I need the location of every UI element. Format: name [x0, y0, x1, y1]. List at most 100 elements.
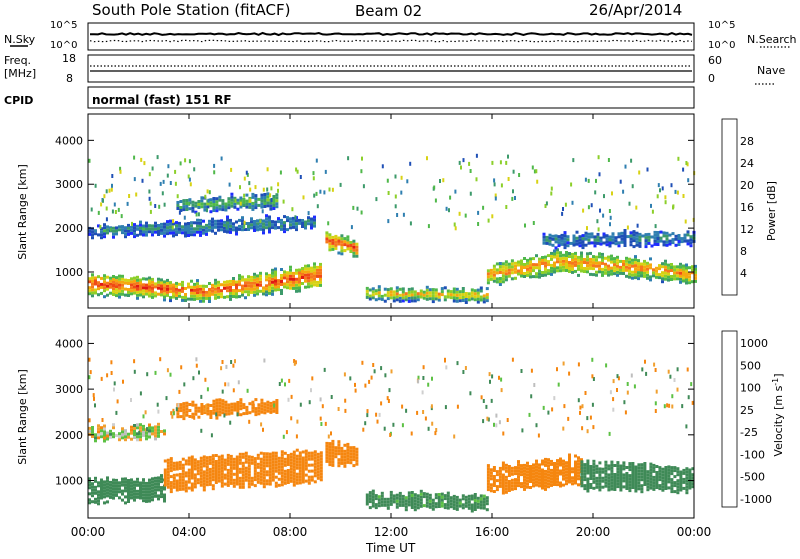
heatmap-cell [628, 269, 631, 273]
heatmap-cell [220, 478, 224, 482]
heatmap-cell [682, 270, 685, 274]
heatmap-cell [691, 473, 695, 477]
heatmap-cell [286, 286, 289, 290]
heatmap-cell [331, 235, 335, 239]
heatmap-cell [419, 495, 423, 499]
heatmap-cell [283, 451, 287, 455]
heatmap-cell [655, 483, 659, 486]
heatmap-cell [343, 452, 347, 456]
heatmap-speck [624, 410, 627, 415]
heatmap-cell [136, 278, 139, 282]
heatmap-cell [535, 474, 538, 478]
heatmap-cell [103, 274, 106, 278]
heatmap-cell [492, 466, 496, 469]
heatmap-speck [454, 189, 457, 194]
heatmap-cell [550, 477, 553, 481]
heatmap-cell [259, 283, 262, 287]
heatmap-cell [220, 454, 224, 458]
heatmap-cell [214, 463, 218, 466]
heatmap-speck [330, 395, 333, 399]
heatmap-cell [163, 231, 166, 235]
heatmap-cell [377, 501, 381, 505]
heatmap-cell [413, 502, 417, 506]
heatmap-cell [434, 493, 438, 497]
heatmap-cell [310, 463, 314, 467]
heatmap-cell [479, 503, 483, 507]
heatmap-speck [581, 404, 584, 409]
heatmap-cell [625, 487, 629, 490]
heatmap-speck [321, 404, 324, 409]
heatmap-cell [604, 472, 608, 476]
heatmap-cell [619, 485, 623, 489]
heatmap-cell [178, 294, 181, 298]
heatmap-cell [194, 201, 198, 205]
heatmap-cell [239, 398, 243, 402]
heatmap-cell [280, 227, 283, 231]
heatmap-cell [182, 405, 186, 409]
nsearch-tick-top: 10^5 [708, 20, 735, 31]
heatmap-cell [623, 244, 627, 247]
heatmap-cell [337, 443, 341, 447]
heatmap-cell [410, 497, 414, 500]
heatmap-cell [625, 478, 629, 481]
heatmap-cell [686, 239, 690, 243]
freq-panel: Freq. [MHz] 18 8 Nave 60 0 [4, 52, 785, 85]
heatmap-cell [526, 273, 529, 277]
heatmap-cell [634, 486, 638, 490]
heatmap-cell [265, 284, 268, 288]
heatmap-cell [646, 270, 649, 274]
heatmap-cell [532, 266, 535, 270]
heatmap-cell [106, 500, 109, 504]
heatmap-cell [248, 411, 252, 415]
heatmap-cell [142, 490, 145, 494]
heatmap-speck [327, 434, 330, 439]
heatmap-speck [672, 205, 674, 210]
heatmap-cell [649, 465, 653, 469]
heatmap-cell [259, 457, 263, 461]
heatmap-speck [506, 418, 509, 422]
heatmap-cell [365, 295, 369, 299]
heatmap-cell [208, 222, 211, 226]
heatmap-cell [637, 466, 641, 470]
heatmap-speck [533, 169, 536, 174]
heatmap-cell [269, 410, 273, 414]
heatmap-cell [115, 434, 118, 437]
heatmap-cell [239, 401, 243, 405]
heatmap-cell [235, 470, 239, 474]
heatmap-cell [121, 283, 124, 287]
heatmap-cell [91, 291, 94, 295]
heatmap-speck [307, 211, 310, 216]
heatmap-cell [121, 427, 124, 431]
heatmap-cell [190, 297, 193, 301]
heatmap-cell [215, 398, 219, 402]
heatmap-cell [142, 478, 145, 482]
heatmap-cell [256, 456, 260, 460]
heatmap-cell [289, 467, 293, 471]
heatmap-speck [630, 158, 633, 163]
heatmap-cell [166, 482, 170, 486]
heatmap-cell [581, 246, 585, 250]
freq-label-1: Freq. [4, 54, 31, 67]
heatmap-cell [679, 470, 683, 474]
heatmap-cell [298, 271, 301, 275]
heatmap-cell [584, 231, 588, 235]
heatmap-cell [589, 257, 592, 261]
heatmap-cell [550, 471, 553, 475]
heatmap-cell [601, 479, 605, 483]
heatmap-cell [389, 490, 393, 494]
heatmap-cell [425, 294, 429, 298]
heatmap-cell [176, 412, 180, 416]
heatmap-cell [562, 459, 565, 463]
heatmap-cell [319, 265, 322, 269]
heatmap-speck [148, 172, 151, 177]
heatmap-cell [301, 450, 305, 454]
heatmap-cell [659, 230, 663, 234]
heatmap-cell [169, 463, 173, 467]
heatmap-cell [151, 432, 154, 436]
heatmap-cell [224, 400, 228, 404]
heatmap-cell [91, 435, 94, 438]
heatmap-cell [577, 471, 580, 475]
heatmap-cell [103, 439, 106, 443]
heatmap-speck [671, 404, 674, 409]
heatmap-cell [175, 461, 179, 465]
